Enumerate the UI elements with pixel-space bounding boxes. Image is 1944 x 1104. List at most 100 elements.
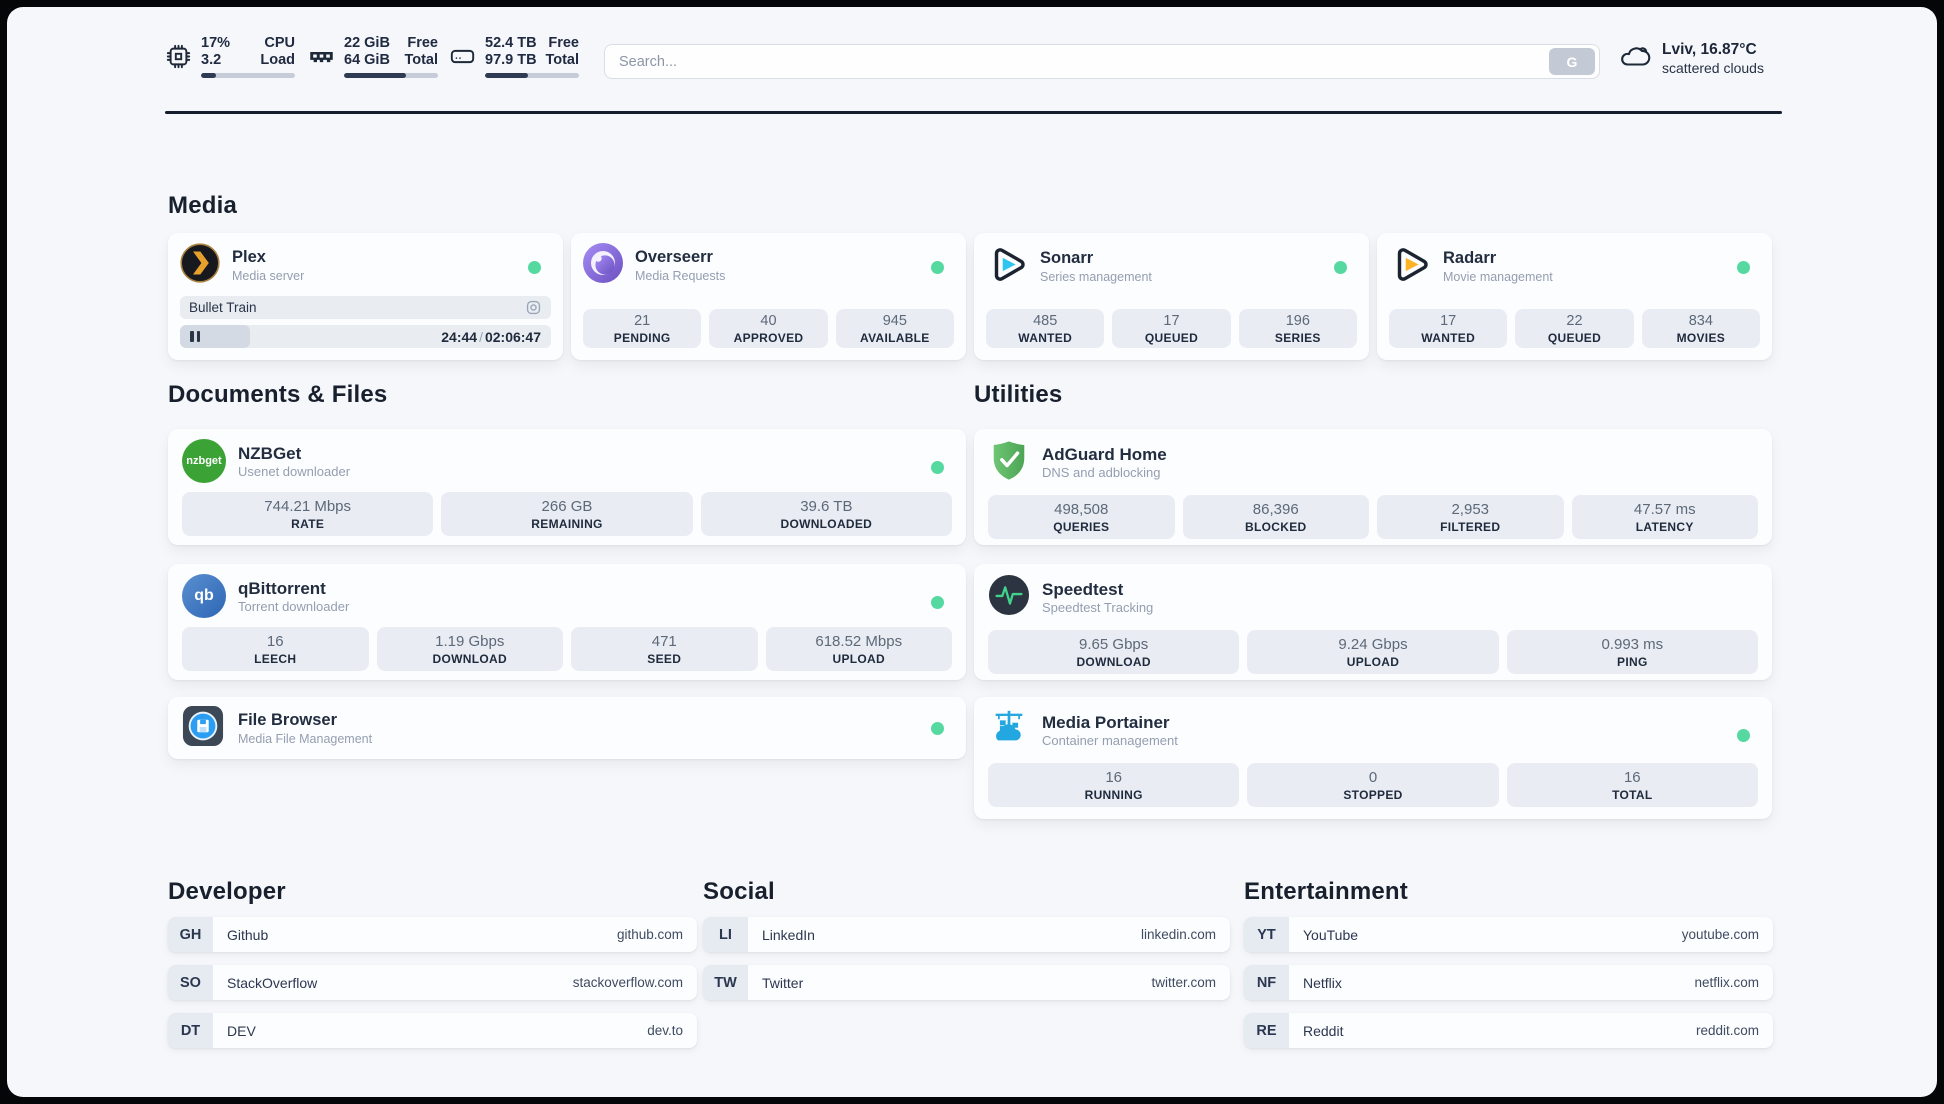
app-name: Plex <box>232 248 266 266</box>
playback-progress-bar: 24:44/02:06:47 <box>180 325 551 348</box>
status-online-dot <box>931 261 944 274</box>
bookmark-dev[interactable]: DT DEV dev.to <box>168 1013 697 1048</box>
stat-box: 485 WANTED <box>986 309 1105 348</box>
weather-condition: scattered clouds <box>1662 60 1764 76</box>
app-name: AdGuard Home <box>1042 445 1167 464</box>
now-playing-row: Bullet Train <box>180 296 551 319</box>
weather-widget: Lviv, 16.87°C scattered clouds <box>1619 40 1764 77</box>
status-online-dot <box>528 261 541 274</box>
bookmark-list-entertainment: YT YouTube youtube.com NF Netflix netfli… <box>1244 917 1773 1048</box>
stat-box: 9.65 Gbps DOWNLOAD <box>988 630 1240 674</box>
stat-box: 266 GB REMAINING <box>441 492 693 536</box>
bookmark-list-developer: GH Github github.com SO StackOverflow st… <box>168 917 697 1048</box>
app-description: Torrent downloader <box>238 598 350 614</box>
bookmark-name: StackOverflow <box>227 974 318 991</box>
portainer-crane-icon <box>988 707 1030 754</box>
bookmark-abbr-badge: NF <box>1244 965 1289 1000</box>
stat-box: 2,953 FILTERED <box>1377 495 1564 539</box>
app-card-portainer[interactable]: Media Portainer Container management 16 R… <box>974 697 1772 819</box>
bookmark-name: Twitter <box>762 974 804 991</box>
topbar-divider <box>165 111 1782 114</box>
memory-monitor-widget: 22 GiB 64 GiB Free Total <box>308 35 438 78</box>
stat-box: 471 SEED <box>571 627 758 671</box>
speedtest-pulse-icon <box>988 574 1030 621</box>
bookmark-netflix[interactable]: NF Netflix netflix.com <box>1244 965 1773 1000</box>
app-name: NZBGet <box>238 443 302 463</box>
dashboard-page: 17% 3.2 CPU Load 22 GiB 64 GiB <box>7 7 1937 1097</box>
section-title-entertainment: Entertainment <box>1244 878 1408 905</box>
app-card-plex[interactable]: Plex Media server Bullet Train 24:44/02:… <box>168 233 563 360</box>
disk-values: 52.4 TB 97.9 TB <box>485 35 537 68</box>
status-online-dot <box>1737 729 1750 742</box>
stat-box: 945 AVAILABLE <box>835 309 954 348</box>
bookmark-abbr-badge: TW <box>703 965 748 1000</box>
app-description: Usenet downloader <box>238 463 351 479</box>
bookmark-url: reddit.com <box>1695 1023 1759 1038</box>
app-description: Container management <box>1042 733 1178 748</box>
app-card-sonarr[interactable]: Sonarr Series management 485 WANTED 17 QUE… <box>974 233 1369 360</box>
app-name: qBittorrent <box>238 578 326 598</box>
pause-icon <box>190 331 200 342</box>
app-card-radarr[interactable]: Radarr Movie management 17 WANTED 22 QUEUE… <box>1377 233 1772 360</box>
app-card-qbittorrent[interactable]: qb qBittorrent Torrent downloader 16 LEEC… <box>168 564 966 680</box>
stat-box: 21 PENDING <box>583 309 702 348</box>
status-online-dot <box>931 721 944 735</box>
section-title-documents: Documents & Files <box>168 381 388 408</box>
stat-box: 17 QUEUED <box>1112 309 1231 348</box>
media-app-row: Plex Media server Bullet Train 24:44/02:… <box>168 233 1772 360</box>
status-online-dot <box>1334 261 1347 274</box>
bookmark-abbr-badge: RE <box>1244 1013 1289 1048</box>
search-engine-button[interactable]: G <box>1549 48 1595 75</box>
stat-box: 16 LEECH <box>182 627 369 671</box>
bookmark-abbr-badge: SO <box>168 965 213 1000</box>
app-name: Media Portainer <box>1042 713 1170 732</box>
stat-box: 16 TOTAL <box>1506 763 1758 807</box>
app-card-filebrowser[interactable]: File Browser Media File Management <box>168 697 966 759</box>
app-card-nzbget[interactable]: nzbget NZBGet Usenet downloader 744.21 M… <box>168 429 966 545</box>
bookmark-abbr-badge: DT <box>168 1013 213 1048</box>
stat-box: 1.19 Gbps DOWNLOAD <box>376 627 563 671</box>
app-card-overseerr[interactable]: Overseerr Media Requests 21 PENDING 40 APP… <box>571 233 966 360</box>
bookmark-reddit[interactable]: RE Reddit reddit.com <box>1244 1013 1773 1048</box>
memory-values: 22 GiB 64 GiB <box>344 35 390 68</box>
app-name: Overseerr <box>635 248 713 266</box>
app-name: Sonarr <box>1040 249 1094 267</box>
disk-progress-bar <box>485 73 579 78</box>
app-description: Series management <box>1040 270 1152 284</box>
app-description: Speedtest Tracking <box>1042 600 1154 615</box>
stat-box: 47.57 ms LATENCY <box>1571 495 1758 539</box>
cpu-values: 17% 3.2 <box>201 35 231 68</box>
app-card-speedtest[interactable]: Speedtest Speedtest Tracking 9.65 Gbps DO… <box>974 564 1772 680</box>
stat-box: 744.21 Mbps RATE <box>182 492 434 536</box>
bookmark-name: Netflix <box>1303 974 1342 991</box>
bookmark-youtube[interactable]: YT YouTube youtube.com <box>1244 917 1773 952</box>
adguard-shield-icon <box>988 439 1030 486</box>
stat-box: 9.24 Gbps UPLOAD <box>1247 630 1499 674</box>
cpu-chip-icon <box>165 43 192 70</box>
bookmark-stackoverflow[interactable]: SO StackOverflow stackoverflow.com <box>168 965 697 1000</box>
app-name: Radarr <box>1443 249 1497 267</box>
app-name: File Browser <box>238 710 338 729</box>
status-online-dot <box>1737 261 1750 274</box>
bookmark-linkedin[interactable]: LI LinkedIn linkedin.com <box>703 917 1230 952</box>
stat-box: 196 SERIES <box>1238 309 1357 348</box>
cloud-icon <box>1619 43 1651 75</box>
status-online-dot <box>931 461 944 474</box>
qbittorrent-logo-icon: qb <box>182 574 226 618</box>
search-input[interactable] <box>604 44 1600 79</box>
stat-box: 834 MOVIES <box>1641 309 1760 348</box>
plex-logo-icon <box>180 243 220 288</box>
app-card-adguard[interactable]: AdGuard Home DNS and adblocking 498,508 Q… <box>974 429 1772 545</box>
bookmark-url: youtube.com <box>1681 927 1759 942</box>
cpu-progress-bar <box>201 73 295 78</box>
bookmark-url: twitter.com <box>1151 975 1216 990</box>
bookmark-list-social: LI LinkedIn linkedin.com TW Twitter twit… <box>703 917 1230 1000</box>
bookmark-name: DEV <box>227 1022 256 1039</box>
bookmark-url: linkedin.com <box>1140 927 1216 942</box>
hard-drive-icon <box>449 43 476 70</box>
bookmark-github[interactable]: GH Github github.com <box>168 917 697 952</box>
stat-box: 16 RUNNING <box>988 763 1240 807</box>
app-description: DNS and adblocking <box>1042 465 1161 480</box>
bookmark-twitter[interactable]: TW Twitter twitter.com <box>703 965 1230 1000</box>
